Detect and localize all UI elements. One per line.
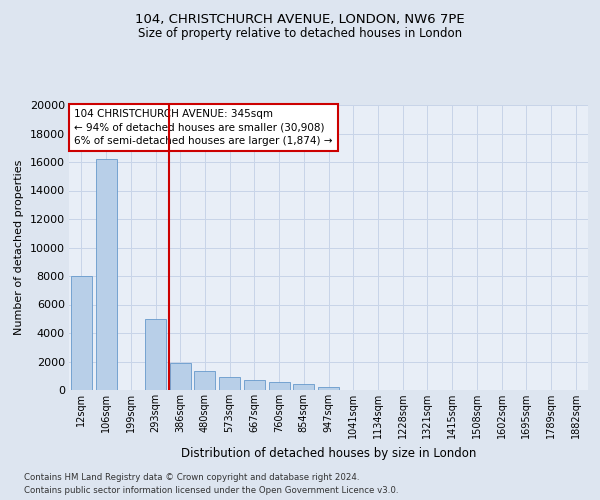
Bar [170, 363, 191, 390]
Bar [145, 319, 166, 390]
Bar [219, 377, 240, 390]
Bar [194, 372, 215, 390]
Bar [71, 276, 92, 390]
Y-axis label: Number of detached properties: Number of detached properties [14, 160, 24, 335]
Text: Contains HM Land Registry data © Crown copyright and database right 2024.: Contains HM Land Registry data © Crown c… [24, 472, 359, 482]
Text: 104, CHRISTCHURCH AVENUE, LONDON, NW6 7PE: 104, CHRISTCHURCH AVENUE, LONDON, NW6 7P… [135, 12, 465, 26]
Bar [244, 380, 265, 390]
Bar [318, 387, 339, 390]
Bar [95, 159, 116, 390]
Bar [269, 382, 290, 390]
Text: Size of property relative to detached houses in London: Size of property relative to detached ho… [138, 28, 462, 40]
Text: Contains public sector information licensed under the Open Government Licence v3: Contains public sector information licen… [24, 486, 398, 495]
X-axis label: Distribution of detached houses by size in London: Distribution of detached houses by size … [181, 446, 476, 460]
Text: 104 CHRISTCHURCH AVENUE: 345sqm
← 94% of detached houses are smaller (30,908)
6%: 104 CHRISTCHURCH AVENUE: 345sqm ← 94% of… [74, 110, 332, 146]
Bar [293, 384, 314, 390]
